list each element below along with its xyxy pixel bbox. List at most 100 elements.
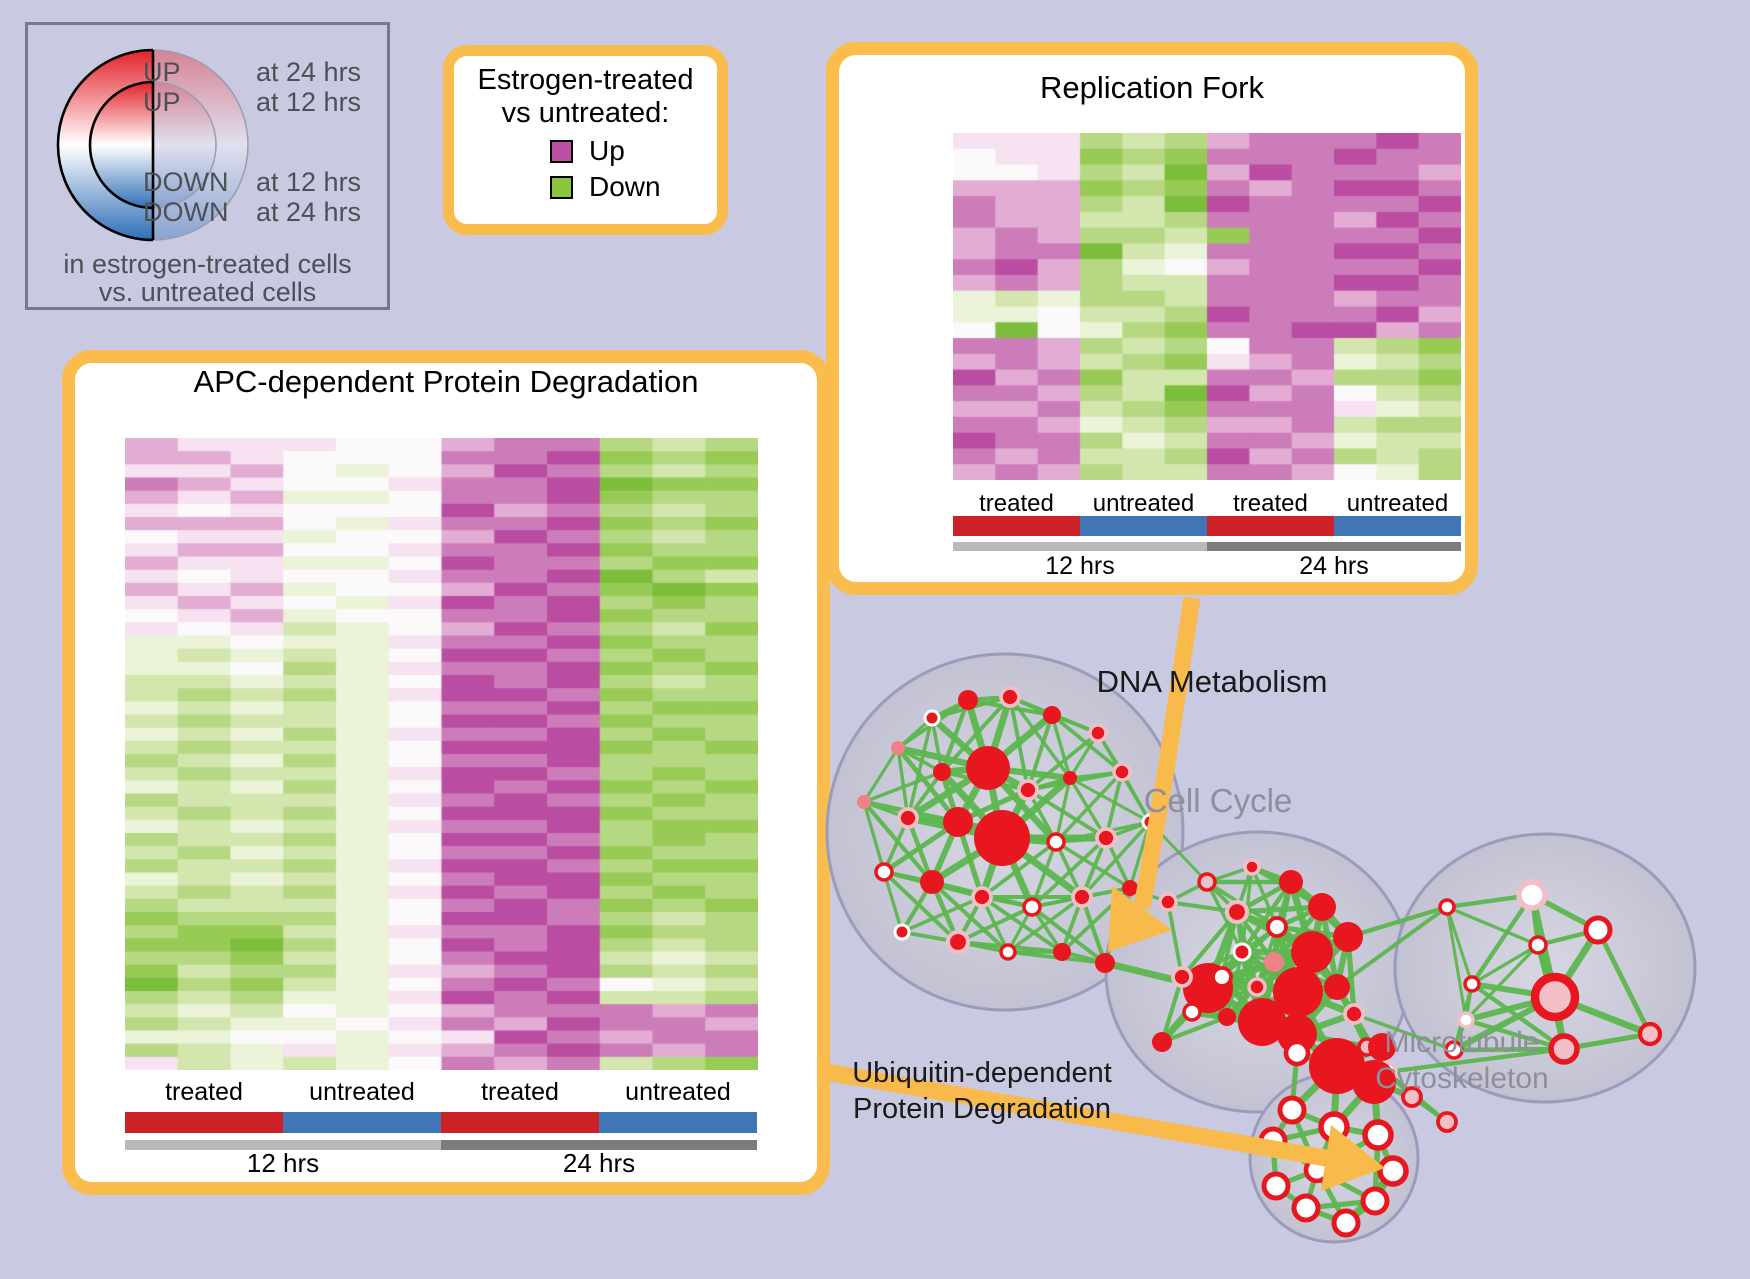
legend-item-down: Down [550,171,717,202]
network-edge [1319,906,1340,988]
rf-group-treated-12: treated [979,490,1054,517]
network-edge [1167,880,1208,904]
network-edge [987,764,1071,782]
network-edge [984,695,1014,770]
network-edge [1226,1013,1298,1038]
estrogen-legend-title: Estrogen-treated vs untreated: [454,64,717,130]
network-edge [1272,905,1324,964]
network-edge [906,765,990,821]
network-node [1122,880,1138,896]
network-edge [1314,1126,1337,1171]
network-edge [1365,1045,1389,1074]
network-edge [1026,789,1058,843]
network-edge [1050,714,1072,779]
network-edge [1315,1132,1380,1173]
network-edge [1344,1198,1377,1226]
network-node [1247,977,1267,997]
network-node [857,795,871,809]
network-node [897,807,919,829]
network-edge [1051,713,1099,735]
network-edge [1006,906,1034,953]
network-edge [1288,879,1351,940]
network-edge [1250,864,1324,910]
network-edge [929,881,961,943]
network-node [1095,953,1115,973]
network-edge [955,821,985,898]
network-edge [1128,821,1152,889]
network-edge [1068,732,1100,779]
network-edge [1271,959,1301,995]
rf-group-untreated-24: untreated [1346,490,1449,517]
network-node [1333,922,1363,952]
network-edge [1080,820,1152,899]
apc-treated-bar-12 [125,1112,283,1133]
network-edge [1240,880,1293,954]
network-edge [1181,950,1243,979]
network-edge [1453,1046,1565,1053]
apc-treated-bar-24 [441,1112,599,1133]
network-edge [941,764,989,776]
network-edge [1225,985,1259,1019]
rf-24hrs-bar [1207,542,1461,551]
network-edge [1160,1010,1194,1044]
network-node [1218,1008,1236,1026]
network-edge [1335,1062,1376,1086]
network-node [1283,1039,1311,1067]
network-edge [931,695,1011,720]
network-edge [1347,904,1448,940]
network-edge [900,880,934,934]
network-edge [1235,908,1314,956]
network-edge [1207,983,1258,992]
network-edge [1270,1108,1295,1143]
network-node [999,943,1017,961]
network-edge [941,770,1029,792]
network-edge [998,788,1032,840]
network-edge [1220,950,1244,979]
network-edge [939,769,1005,841]
network-edge [1295,934,1351,995]
key-up-24-time: at 24 hrs [256,57,362,87]
network-edge [1180,910,1239,979]
network-edge [1287,880,1316,954]
network-edge [1191,1008,1263,1026]
network-edge [956,818,1004,842]
network-edge [1290,1107,1336,1130]
replication-fork-heatmap [953,133,1461,480]
cluster-cell-cycle [1104,830,1412,1114]
network-node [1308,893,1336,921]
network-edge [1551,996,1568,1050]
network-edge [1027,776,1071,792]
network-edge [1205,880,1279,929]
network-edge [1129,886,1169,904]
network-edge [1289,1109,1320,1171]
network-edge [1294,984,1340,1037]
legend-item-up: Up [550,135,717,166]
network-node [891,741,905,755]
network-edge [1031,886,1131,909]
down-color-swatch [550,175,573,199]
network-edge [906,717,934,819]
network-edge [907,814,1003,842]
network-edge [1055,840,1131,890]
network-edge [896,747,910,819]
network-edge [980,895,1064,954]
network-edge [1259,989,1301,1025]
network-edge [883,869,933,885]
network-edge [1190,950,1244,1014]
network-node [1291,931,1333,973]
apc-group-treated-12: treated [165,1078,243,1106]
network-node [920,870,944,894]
network-node [1548,1033,1580,1065]
network-edge [929,820,961,884]
network-node [1352,1060,1396,1104]
network-edge [1385,1070,1449,1124]
updown-gradient-circle [56,48,249,242]
network-edge [1221,973,1299,996]
network-node [1530,972,1580,1022]
network-edge [1352,1013,1369,1048]
network-edge [1275,924,1314,955]
network-edge [1235,879,1293,915]
network-edge [1221,959,1275,980]
network-edge [1452,994,1557,1053]
network-edge [1081,886,1131,899]
